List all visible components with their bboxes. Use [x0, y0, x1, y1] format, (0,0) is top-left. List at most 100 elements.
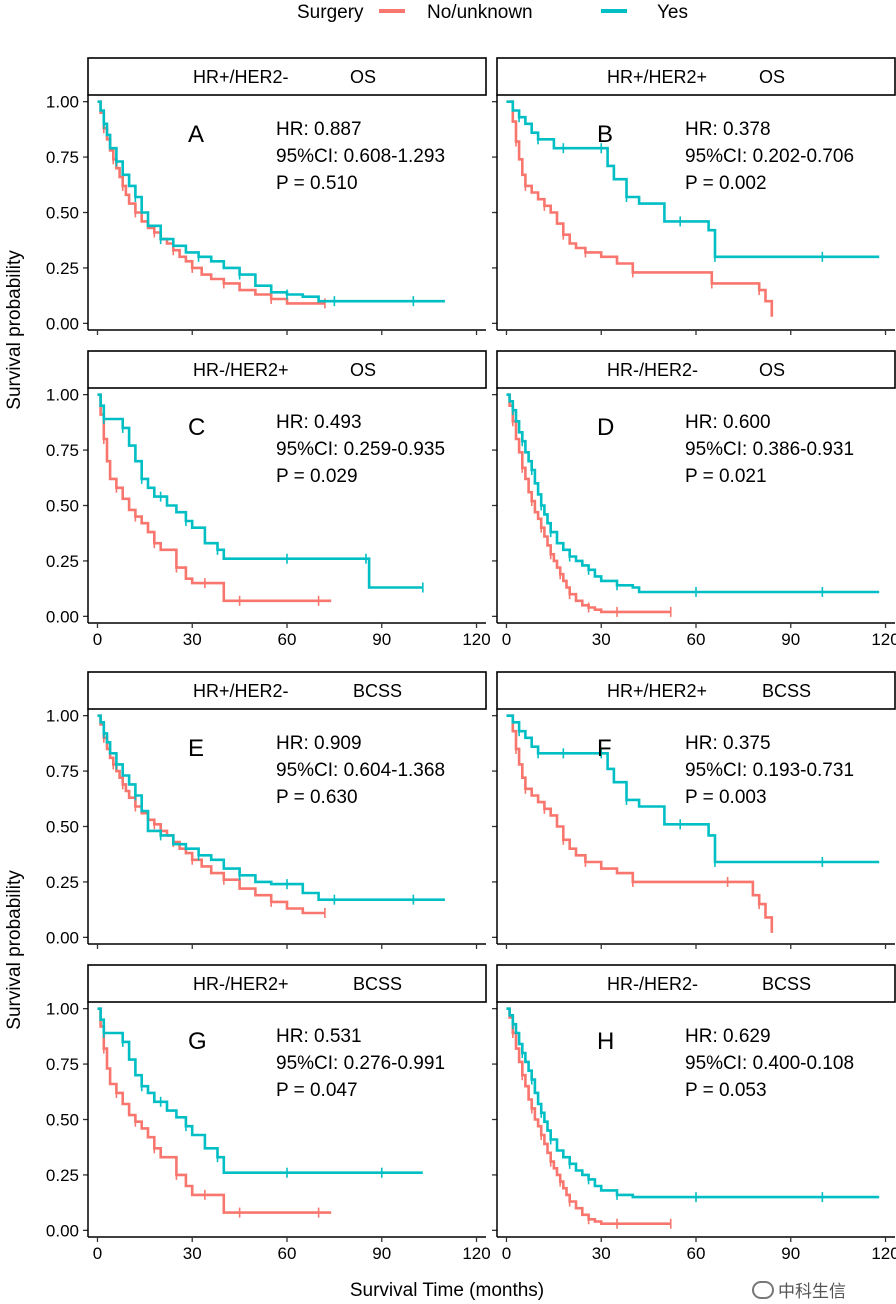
wechat-icon	[752, 1280, 774, 1299]
panel-letter: D	[597, 414, 614, 441]
legend-title: Surgery	[297, 2, 364, 23]
km-curve-no-unknown	[97, 1007, 332, 1214]
stat-line: P = 0.029	[276, 466, 358, 487]
stat-line: HR: 0.887	[276, 119, 362, 140]
stat-line: 95%CI: 0.259-0.935	[276, 439, 445, 460]
legend: Surgery No/unknown Yes	[297, 2, 688, 23]
y-tick-label: 0.50	[46, 204, 79, 223]
panel-letter: F	[597, 735, 612, 762]
stat-line: 95%CI: 0.608-1.293	[276, 146, 445, 167]
strip-endpoint-label: BCSS	[353, 681, 402, 701]
stat-line: P = 0.021	[685, 466, 767, 487]
strip-subtype-label: HR-/HER2-	[607, 360, 698, 380]
panel-B: HR+/HER2+ OS B HR: 0.378 95%CI: 0.202-0.706 P…	[492, 57, 896, 335]
x-tick-label: 60	[687, 630, 706, 649]
panel-letter: B	[597, 121, 613, 148]
panel-strip	[87, 671, 487, 710]
y-tick-label: 1.00	[46, 386, 79, 405]
y-tick-label: 0.25	[46, 259, 79, 278]
x-tick-label: 60	[278, 1244, 297, 1263]
strip-subtype-label: HR-/HER2-	[607, 974, 698, 994]
y-tick-label: 1.00	[46, 93, 79, 112]
panel-letter: C	[188, 414, 205, 441]
y-tick-label: 0.75	[46, 1055, 79, 1074]
x-tick-label: 30	[592, 1244, 611, 1263]
strip-subtype-label: HR-/HER2+	[193, 360, 289, 380]
watermark: 中科生信	[752, 1277, 846, 1302]
panel-strip	[496, 671, 896, 710]
stat-line: P = 0.003	[685, 787, 767, 808]
y-axis-title-top: Survival probability	[4, 250, 25, 410]
km-curve-yes	[97, 393, 423, 589]
panel-letter: E	[188, 735, 204, 762]
x-tick-label: 120	[871, 1244, 896, 1263]
stat-line: P = 0.047	[276, 1080, 358, 1101]
km-curve-no-unknown	[506, 714, 774, 933]
x-tick-label: 30	[183, 1244, 202, 1263]
panel-F: HR+/HER2+ BCSS F HR: 0.375 95%CI: 0.193-0.73…	[492, 671, 896, 949]
legend-label-no-unknown: No/unknown	[427, 2, 533, 23]
x-tick-label: 60	[278, 630, 297, 649]
stat-line: P = 0.002	[685, 173, 767, 194]
stat-line: HR: 0.378	[685, 119, 771, 140]
panel-C: HR-/HER2+ OS 0.00 0.25 0.50 0.75 1.00 0 30 60 90 12…	[46, 350, 491, 649]
x-tick-label: 90	[781, 1244, 800, 1263]
panel-letter: H	[597, 1028, 614, 1055]
x-tick-label: 0	[93, 630, 102, 649]
panel-E: HR+/HER2- BCSS 0.00 0.25 0.50 0.75 1.00 E HR: 0.…	[46, 671, 487, 949]
stat-line: 95%CI: 0.604-1.368	[276, 760, 445, 781]
panels: HR+/HER2- OS 0.00 0.25 0.50 0.75 1.00 A HR: 0.88…	[46, 57, 896, 1263]
panel-letter: G	[188, 1028, 207, 1055]
x-axis-title: Survival Time (months)	[350, 1280, 544, 1301]
stat-line: HR: 0.493	[276, 412, 362, 433]
km-curve-no-unknown	[506, 100, 774, 317]
strip-endpoint-label: OS	[759, 360, 785, 380]
y-tick-label: 0.25	[46, 552, 79, 571]
panel-strip	[496, 350, 896, 389]
x-tick-label: 90	[372, 630, 391, 649]
strip-endpoint-label: BCSS	[762, 681, 811, 701]
km-curve-yes	[97, 100, 445, 303]
strip-endpoint-label: OS	[350, 360, 376, 380]
stat-line: 95%CI: 0.193-0.731	[685, 760, 854, 781]
x-tick-label: 90	[781, 630, 800, 649]
strip-endpoint-label: BCSS	[353, 974, 402, 994]
x-tick-label: 0	[93, 1244, 102, 1263]
panel-strip	[87, 964, 487, 1003]
watermark-text: 中科生信	[778, 1282, 846, 1302]
panel-strip	[496, 964, 896, 1003]
stat-line: 95%CI: 0.400-0.108	[685, 1053, 854, 1074]
stat-line: HR: 0.600	[685, 412, 771, 433]
km-curve-no-unknown	[506, 1007, 671, 1225]
strip-endpoint-label: OS	[759, 67, 785, 87]
strip-subtype-label: HR+/HER2-	[193, 681, 289, 701]
panel-strip	[496, 57, 896, 96]
stat-line: P = 0.630	[276, 787, 358, 808]
stat-line: HR: 0.629	[685, 1026, 771, 1047]
panel-A: HR+/HER2- OS 0.00 0.25 0.50 0.75 1.00 A HR: 0.88…	[46, 57, 487, 335]
panel-strip	[87, 350, 487, 389]
x-tick-label: 0	[502, 1244, 511, 1263]
panel-letter: A	[188, 121, 204, 148]
stat-line: 95%CI: 0.202-0.706	[685, 146, 854, 167]
y-tick-label: 1.00	[46, 1000, 79, 1019]
panel-G: HR-/HER2+ BCSS 0.00 0.25 0.50 0.75 1.00 0 30 60 90…	[46, 964, 491, 1263]
panel-H: HR-/HER2- BCSS 0 30 60 90 120 H HR: 0.629 95%CI: …	[492, 964, 896, 1263]
x-tick-label: 60	[687, 1244, 706, 1263]
y-tick-label: 0.00	[46, 314, 79, 333]
km-curve-no-unknown	[97, 393, 332, 603]
y-tick-label: 0.00	[46, 928, 79, 947]
x-tick-label: 120	[462, 630, 490, 649]
x-tick-label: 30	[183, 630, 202, 649]
strip-subtype-label: HR+/HER2+	[607, 67, 707, 87]
y-tick-label: 0.00	[46, 607, 79, 626]
km-curve-yes	[506, 100, 880, 259]
km-curve-yes	[97, 1007, 423, 1174]
stat-line: P = 0.053	[685, 1080, 767, 1101]
strip-subtype-label: HR-/HER2+	[193, 974, 289, 994]
km-curve-yes	[97, 714, 445, 901]
y-tick-label: 0.25	[46, 873, 79, 892]
y-tick-label: 0.75	[46, 441, 79, 460]
strip-subtype-label: HR+/HER2+	[607, 681, 707, 701]
